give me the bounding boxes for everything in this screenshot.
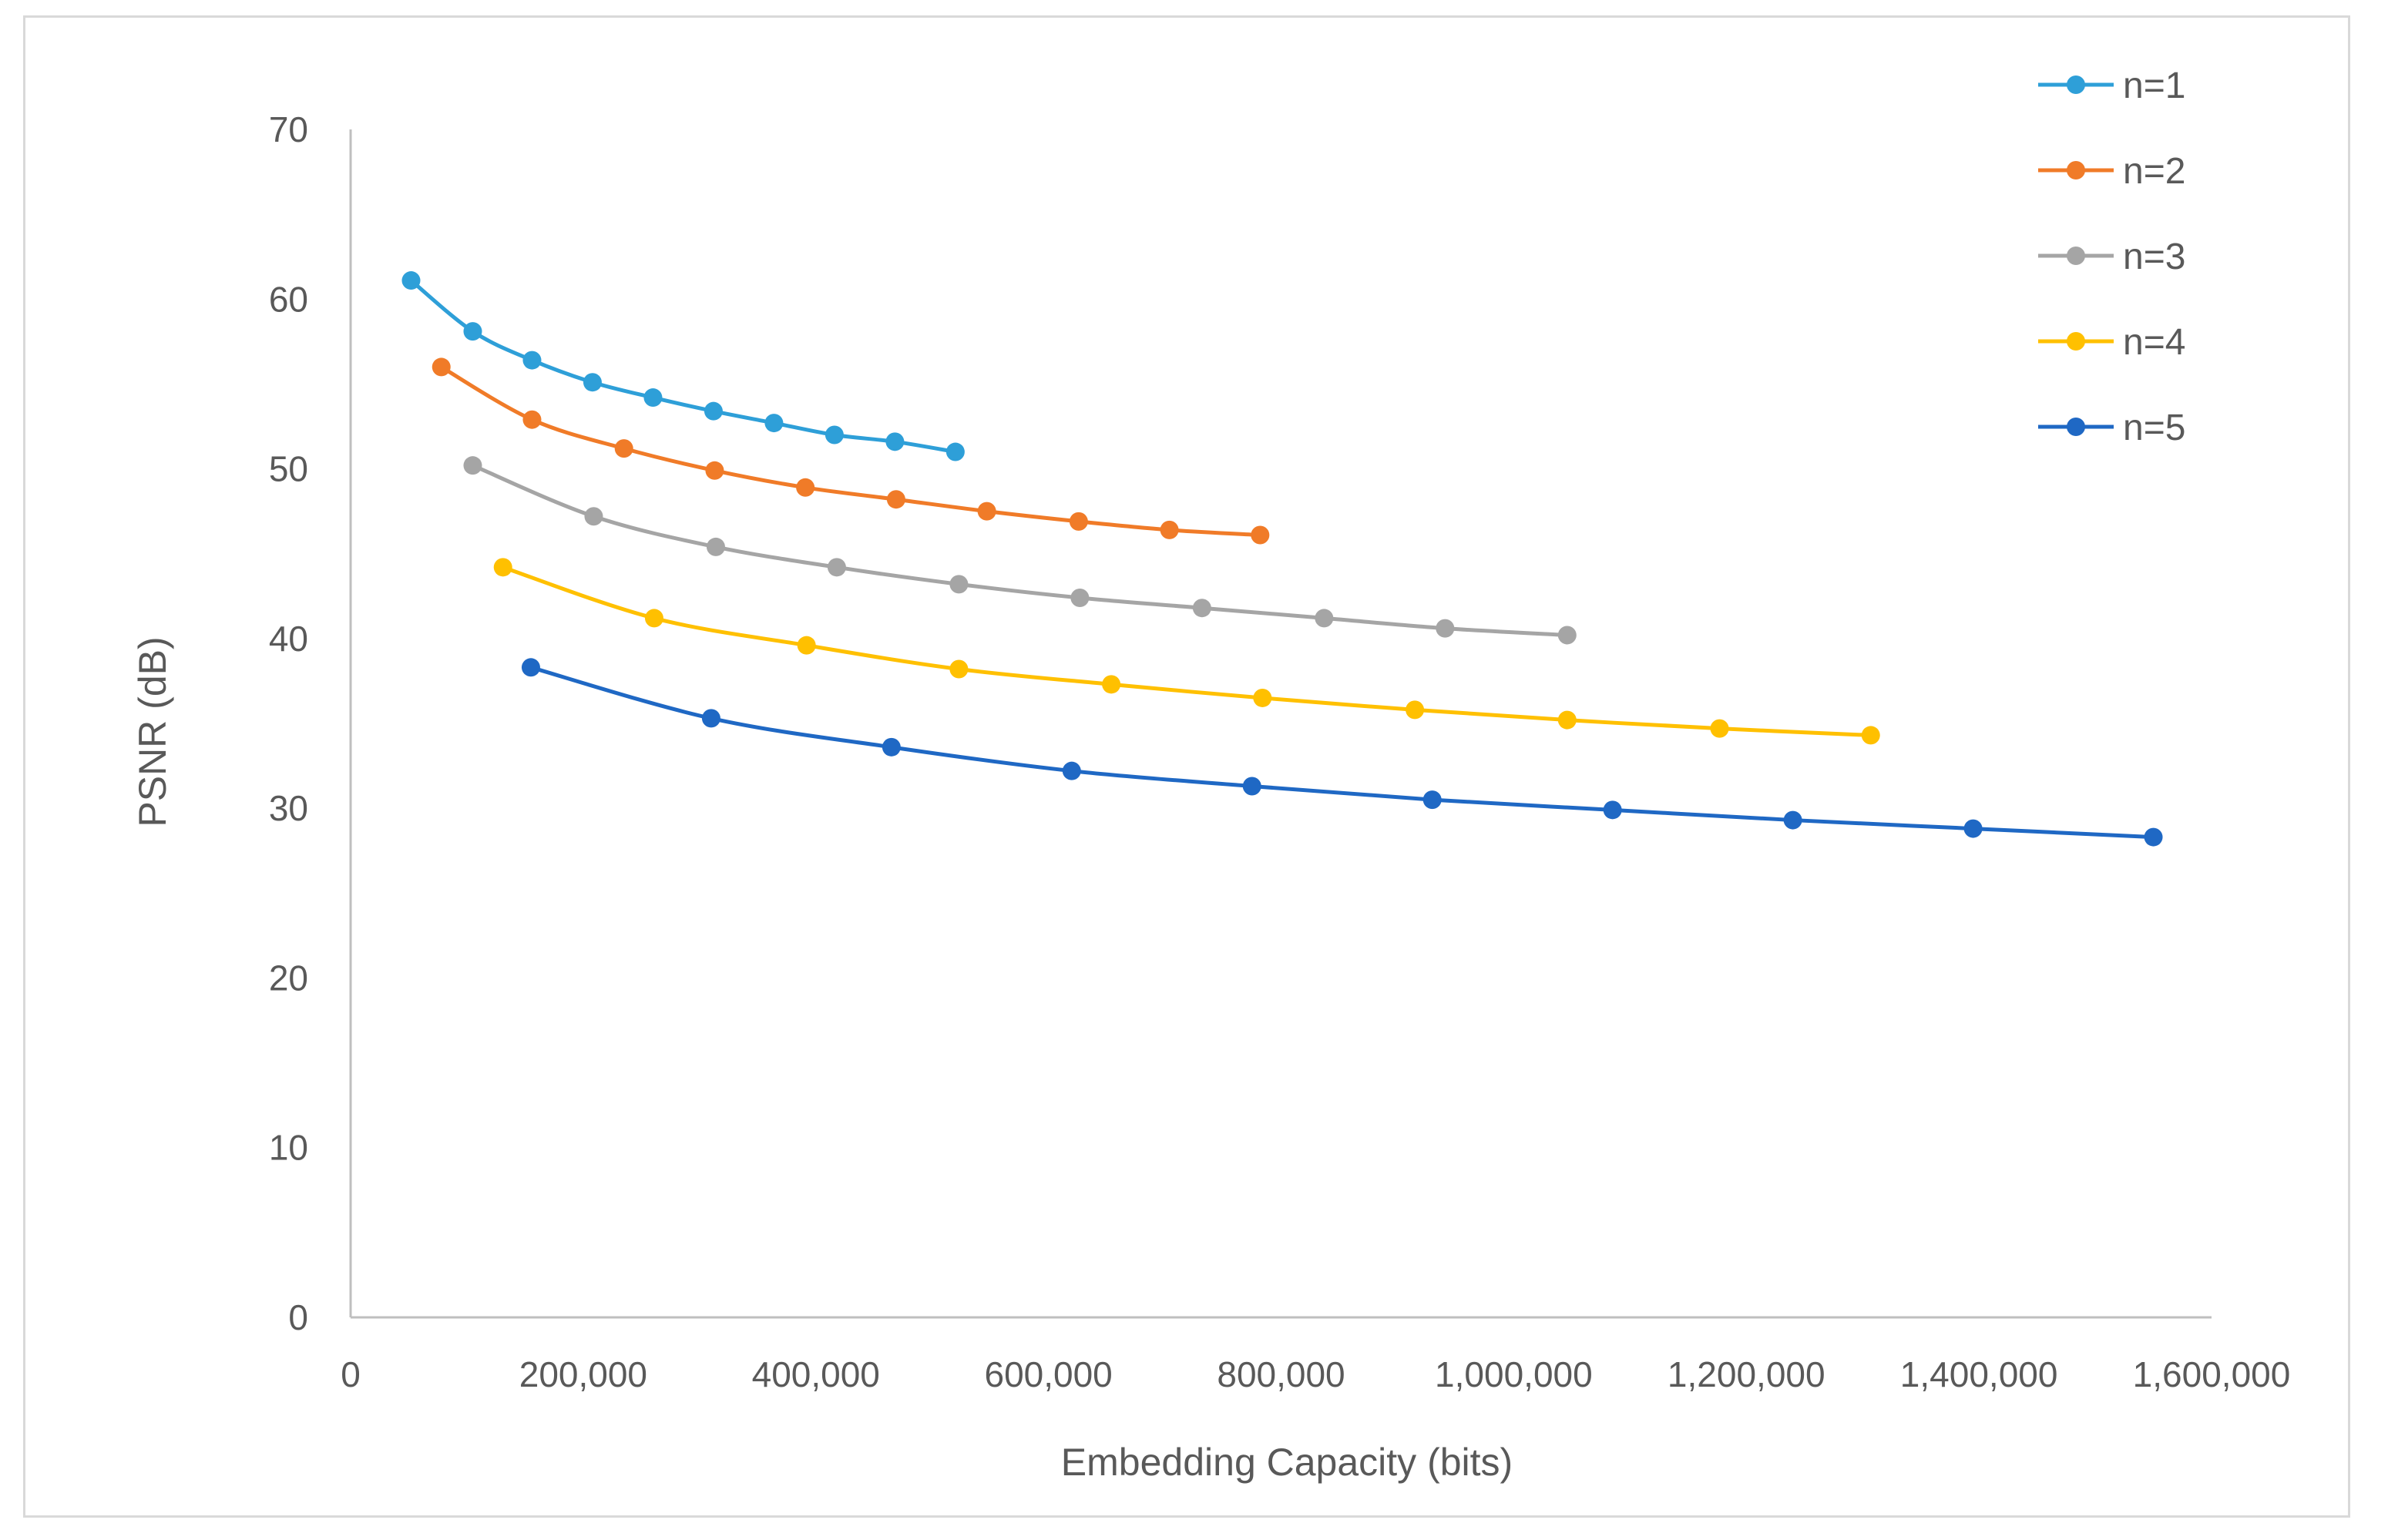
data-point-n1	[764, 414, 784, 433]
data-point-n3	[706, 537, 725, 556]
x-tick-label: 1,600,000	[2133, 1354, 2291, 1394]
data-point-n4	[1253, 688, 1272, 707]
y-tick-label: 30	[269, 788, 308, 828]
x-tick-label: 600,000	[984, 1354, 1112, 1394]
x-tick-label: 1,400,000	[1900, 1354, 2058, 1394]
data-point-n5	[882, 737, 901, 757]
data-point-n4	[644, 609, 663, 628]
axes: 0 10 20 30 40 50 60 70 0 200,000 400,000 600,000 800…	[269, 109, 2291, 1394]
data-point-n2	[796, 478, 815, 497]
data-point-n3	[949, 575, 969, 594]
x-tick-label: 400,000	[752, 1354, 880, 1394]
data-point-n5	[1422, 790, 1442, 810]
data-point-n2	[705, 461, 724, 480]
legend-item-n1: n=1	[2038, 65, 2185, 106]
legend-marker-n2	[2067, 161, 2085, 179]
data-point-n5	[521, 658, 540, 677]
x-tick-label: 0	[341, 1354, 361, 1394]
legend-item-n4: n=4	[2038, 322, 2185, 363]
legend-marker-n4	[2067, 332, 2085, 351]
data-point-n1	[401, 271, 421, 290]
data-point-n2	[614, 439, 633, 458]
x-tick-label: 800,000	[1217, 1354, 1345, 1394]
data-point-n1	[522, 351, 542, 370]
legend-item-n5: n=5	[2038, 408, 2185, 448]
data-point-n4	[1861, 726, 1880, 745]
data-point-n2	[977, 502, 996, 521]
series-layer	[401, 271, 2163, 847]
data-point-n4	[1406, 700, 1425, 720]
data-point-n3	[1192, 599, 1211, 618]
legend-item-n2: n=2	[2038, 151, 2185, 192]
data-point-n5	[1963, 819, 1983, 838]
data-point-n1	[945, 442, 965, 461]
data-point-n5	[1603, 800, 1622, 820]
y-tick-label: 50	[269, 449, 308, 489]
data-point-n5	[1242, 777, 1261, 796]
legend-marker-n5	[2067, 418, 2085, 436]
data-point-n4	[1710, 719, 1729, 738]
series-line-n3	[470, 463, 1570, 637]
data-point-n2	[886, 490, 905, 509]
data-point-n1	[583, 373, 602, 392]
data-point-n2	[432, 357, 451, 377]
series-line-n5	[529, 665, 2156, 840]
y-tick-label: 20	[269, 958, 308, 998]
data-point-n2	[1069, 512, 1088, 531]
y-tick-label: 0	[288, 1297, 308, 1337]
legend: n=1 n=2 n=3 n=4 n=5	[2038, 65, 2185, 448]
series-n3	[463, 456, 1577, 645]
data-point-n2	[1160, 520, 1179, 539]
series-line-n2	[439, 364, 1262, 537]
data-point-n1	[463, 322, 482, 341]
series-line-n4	[501, 565, 1873, 737]
y-tick-label: 40	[269, 619, 308, 659]
data-point-n1	[643, 388, 663, 408]
data-point-n3	[1557, 626, 1577, 645]
y-tick-label: 10	[269, 1128, 308, 1168]
data-point-n4	[1102, 675, 1121, 694]
data-point-n2	[522, 410, 542, 429]
series-n4	[493, 558, 1880, 745]
x-tick-label: 1,000,000	[1435, 1354, 1593, 1394]
data-point-n2	[1251, 525, 1270, 545]
data-point-n3	[1070, 588, 1090, 607]
data-point-n5	[701, 709, 720, 728]
x-axis-title: Embedding Capacity (bits)	[1061, 1441, 1513, 1484]
y-tick-label: 70	[269, 109, 308, 149]
data-point-n3	[827, 558, 846, 577]
legend-label-n1: n=1	[2123, 65, 2185, 106]
legend-marker-n3	[2067, 247, 2085, 265]
legend-marker-n1	[2067, 75, 2085, 94]
x-tick-label: 1,200,000	[1668, 1354, 1825, 1394]
data-point-n4	[949, 659, 969, 679]
data-point-n4	[493, 558, 512, 577]
legend-label-n5: n=5	[2123, 408, 2185, 448]
y-tick-label: 60	[269, 279, 308, 319]
data-point-n3	[1315, 609, 1334, 628]
legend-label-n2: n=2	[2123, 151, 2185, 192]
data-point-n4	[797, 636, 816, 655]
legend-label-n3: n=3	[2123, 237, 2185, 277]
data-point-n5	[2144, 827, 2163, 847]
data-point-n5	[1062, 761, 1081, 780]
series-n2	[432, 357, 1270, 545]
y-axis-title: PSNR (dB)	[131, 636, 174, 827]
series-n5	[521, 658, 2163, 847]
data-point-n1	[704, 401, 723, 421]
data-point-n1	[885, 432, 905, 451]
data-point-n1	[825, 425, 844, 445]
data-point-n5	[1783, 810, 1802, 830]
data-point-n4	[1557, 710, 1577, 730]
data-point-n3	[1436, 619, 1455, 638]
chart-frame	[23, 15, 2350, 1518]
x-tick-label: 200,000	[519, 1354, 647, 1394]
data-point-n3	[463, 456, 482, 475]
series-line-n1	[408, 278, 958, 455]
data-point-n3	[584, 507, 603, 526]
series-n1	[401, 271, 965, 461]
legend-label-n4: n=4	[2123, 322, 2185, 363]
legend-item-n3: n=3	[2038, 237, 2185, 277]
